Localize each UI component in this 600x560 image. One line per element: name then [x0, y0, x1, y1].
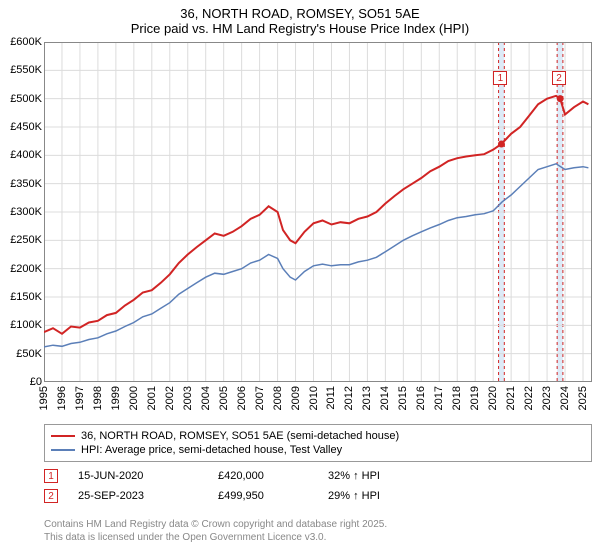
x-tick-label: 2008	[272, 386, 284, 410]
x-tick-label: 2010	[308, 386, 320, 410]
x-tick-label: 2011	[325, 386, 337, 410]
x-tick-label: 2023	[541, 386, 553, 410]
y-tick-label: £150K	[10, 291, 42, 303]
x-tick-label: 2018	[451, 386, 463, 410]
plot-area: 12	[44, 42, 592, 382]
x-tick-label: 1995	[38, 386, 50, 410]
x-tick-label: 2005	[218, 386, 230, 410]
x-tick-label: 2003	[182, 386, 194, 410]
title-line-1: 36, NORTH ROAD, ROMSEY, SO51 5AE	[0, 6, 600, 21]
x-tick-label: 1998	[92, 386, 104, 410]
x-tick-label: 2004	[200, 386, 212, 410]
legend-label-2: HPI: Average price, semi-detached house,…	[81, 444, 342, 456]
sale-marker-1: 1	[44, 469, 58, 483]
x-tick-label: 2016	[415, 386, 427, 410]
chart-container: 36, NORTH ROAD, ROMSEY, SO51 5AE Price p…	[0, 0, 600, 560]
footer-attribution: Contains HM Land Registry data © Crown c…	[44, 518, 592, 544]
sale-row-2: 2 25-SEP-2023 £499,950 29% ↑ HPI	[44, 486, 592, 506]
sale-row-1: 1 15-JUN-2020 £420,000 32% ↑ HPI	[44, 466, 592, 486]
footer-line-2: This data is licensed under the Open Gov…	[44, 531, 592, 544]
y-tick-label: £300K	[10, 206, 42, 218]
y-tick-label: £500K	[10, 93, 42, 105]
legend-swatch-1	[51, 435, 75, 437]
legend-item-1: 36, NORTH ROAD, ROMSEY, SO51 5AE (semi-d…	[51, 429, 585, 443]
x-tick-label: 2022	[523, 386, 535, 410]
y-tick-label: £600K	[10, 36, 42, 48]
sale-marker-2: 2	[44, 489, 58, 503]
sale-date-2: 25-SEP-2023	[78, 490, 218, 502]
x-tick-label: 2019	[469, 386, 481, 410]
x-tick-label: 2015	[397, 386, 409, 410]
x-tick-label: 2024	[559, 386, 571, 410]
x-axis: 1995199619971998199920002001200220032004…	[44, 382, 592, 412]
legend-label-1: 36, NORTH ROAD, ROMSEY, SO51 5AE (semi-d…	[81, 430, 399, 442]
y-tick-label: £50K	[16, 348, 42, 360]
sale-delta-1: 32% ↑ HPI	[328, 470, 448, 482]
legend-item-2: HPI: Average price, semi-detached house,…	[51, 443, 585, 457]
x-tick-label: 2017	[433, 386, 445, 410]
legend: 36, NORTH ROAD, ROMSEY, SO51 5AE (semi-d…	[44, 424, 592, 462]
y-tick-label: £100K	[10, 319, 42, 331]
x-tick-label: 2020	[487, 386, 499, 410]
sale-price-1: £420,000	[218, 470, 328, 482]
chart-marker-1: 1	[493, 71, 507, 85]
x-tick-label: 2006	[236, 386, 248, 410]
legend-swatch-2	[51, 449, 75, 451]
x-tick-label: 2021	[505, 386, 517, 410]
sale-delta-2: 29% ↑ HPI	[328, 490, 448, 502]
x-tick-label: 1996	[56, 386, 68, 410]
x-tick-label: 2002	[164, 386, 176, 410]
y-tick-label: £200K	[10, 263, 42, 275]
x-tick-label: 2001	[146, 386, 158, 410]
sale-price-2: £499,950	[218, 490, 328, 502]
title-block: 36, NORTH ROAD, ROMSEY, SO51 5AE Price p…	[0, 0, 600, 38]
chart-area: £0£50K£100K£150K£200K£250K£300K£350K£400…	[0, 42, 600, 412]
x-tick-label: 2007	[254, 386, 266, 410]
y-axis: £0£50K£100K£150K£200K£250K£300K£350K£400…	[0, 42, 44, 382]
sales-table: 1 15-JUN-2020 £420,000 32% ↑ HPI 2 25-SE…	[44, 466, 592, 506]
chart-marker-2: 2	[552, 71, 566, 85]
y-tick-label: £450K	[10, 121, 42, 133]
x-tick-label: 1999	[110, 386, 122, 410]
plot-svg	[44, 42, 592, 382]
x-tick-label: 2000	[128, 386, 140, 410]
x-tick-label: 1997	[74, 386, 86, 410]
y-tick-label: £250K	[10, 234, 42, 246]
y-tick-label: £350K	[10, 178, 42, 190]
x-tick-label: 2012	[343, 386, 355, 410]
x-tick-label: 2025	[577, 386, 589, 410]
sale-date-1: 15-JUN-2020	[78, 470, 218, 482]
footer-line-1: Contains HM Land Registry data © Crown c…	[44, 518, 592, 531]
title-line-2: Price paid vs. HM Land Registry's House …	[0, 21, 600, 36]
y-tick-label: £400K	[10, 149, 42, 161]
x-tick-label: 2009	[290, 386, 302, 410]
x-tick-label: 2013	[361, 386, 373, 410]
y-tick-label: £550K	[10, 64, 42, 76]
x-tick-label: 2014	[379, 386, 391, 410]
